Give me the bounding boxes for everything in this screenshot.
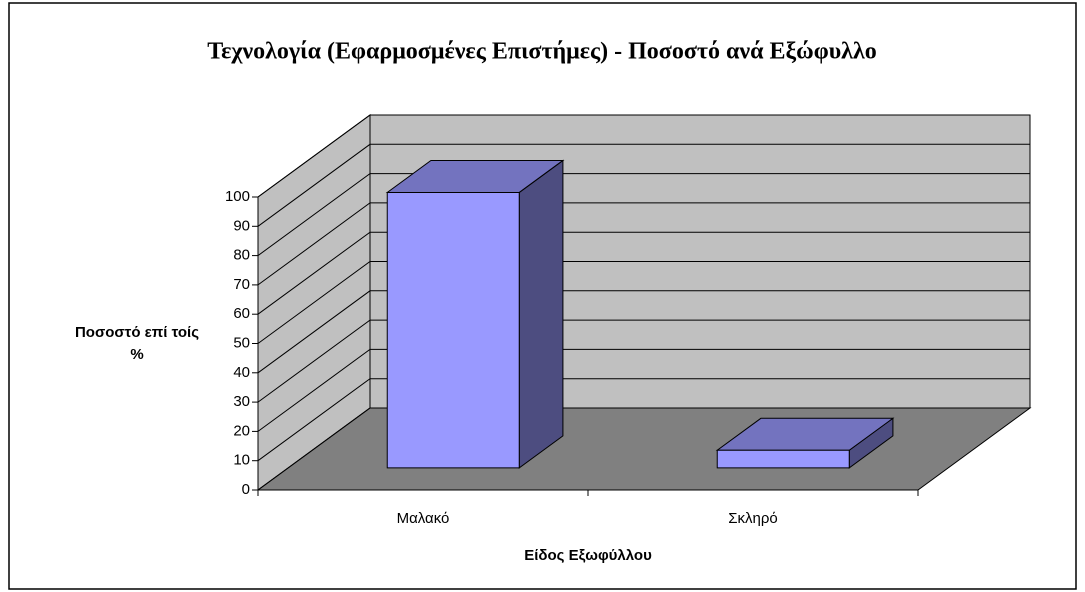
grid-line <box>257 143 1030 227</box>
bar <box>716 449 850 469</box>
y-tick-label: 30 <box>233 393 250 410</box>
grid-line <box>257 114 1030 198</box>
y-tick-label: 50 <box>233 334 250 351</box>
chart-title: Τεχνολογία (Εφαρμοσμένες Επιστήμες) - Πο… <box>207 39 877 65</box>
x-tick-label: Σκληρό <box>728 510 778 527</box>
x-tick-label: Μαλακό <box>397 510 450 527</box>
grid-line <box>257 173 1030 257</box>
grid-line <box>257 319 1030 403</box>
y-tick-label: 90 <box>233 217 250 234</box>
y-tick-label: 60 <box>233 305 250 322</box>
y-tick-label: 70 <box>233 276 250 293</box>
y-tick-label: 0 <box>242 481 250 498</box>
y-tick-label: 80 <box>233 247 250 264</box>
grid-line <box>257 348 1030 432</box>
grid-line <box>257 231 1030 315</box>
grid-line <box>257 290 1030 374</box>
y-axis-label: Ποσοστό επί τοίς % <box>74 324 200 363</box>
grid-line <box>257 261 1030 344</box>
y-tick-label: 40 <box>233 364 250 381</box>
floor <box>256 407 1032 491</box>
bar <box>386 191 520 469</box>
bar-side <box>518 159 564 469</box>
y-tick-label: 20 <box>233 422 250 439</box>
y-tick-label: 10 <box>233 452 250 469</box>
y-tick-label: 100 <box>225 188 250 205</box>
grid-line <box>257 202 1030 286</box>
grid-line <box>257 378 1030 462</box>
x-axis-label: Είδος Εξωφύλλου <box>524 547 652 564</box>
grid-line <box>257 407 1030 491</box>
